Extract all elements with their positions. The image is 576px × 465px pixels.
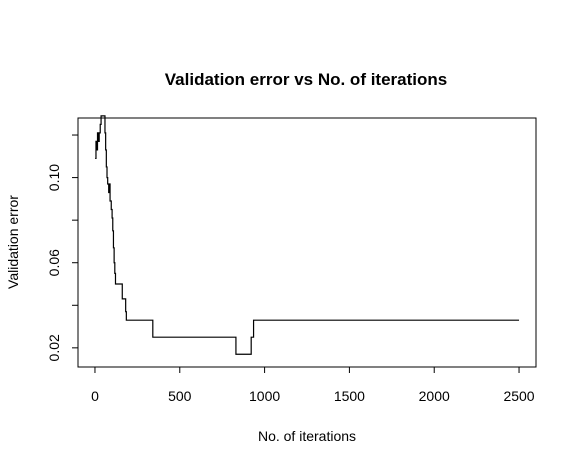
chart-title: Validation error vs No. of iterations <box>165 70 447 89</box>
x-tick-label: 2000 <box>419 388 450 404</box>
series-line <box>95 115 520 355</box>
x-tick-label: 0 <box>91 388 99 404</box>
x-tick-label: 500 <box>168 388 192 404</box>
y-tick-label: 0.06 <box>46 249 62 276</box>
y-axis: 0.02 0.06 0.10 <box>46 134 79 361</box>
x-tick-label: 1500 <box>334 388 365 404</box>
x-tick-label: 1000 <box>249 388 280 404</box>
series-group <box>95 115 520 355</box>
x-axis-title: No. of iterations <box>258 428 356 444</box>
y-tick-label: 0.10 <box>46 164 62 191</box>
x-tick-label: 2500 <box>503 388 534 404</box>
y-tick-label: 0.02 <box>46 334 62 361</box>
x-axis: 0 500 1000 1500 2000 2500 <box>91 366 535 404</box>
plot-box <box>77 117 537 368</box>
y-axis-title: Validation error <box>5 195 21 289</box>
